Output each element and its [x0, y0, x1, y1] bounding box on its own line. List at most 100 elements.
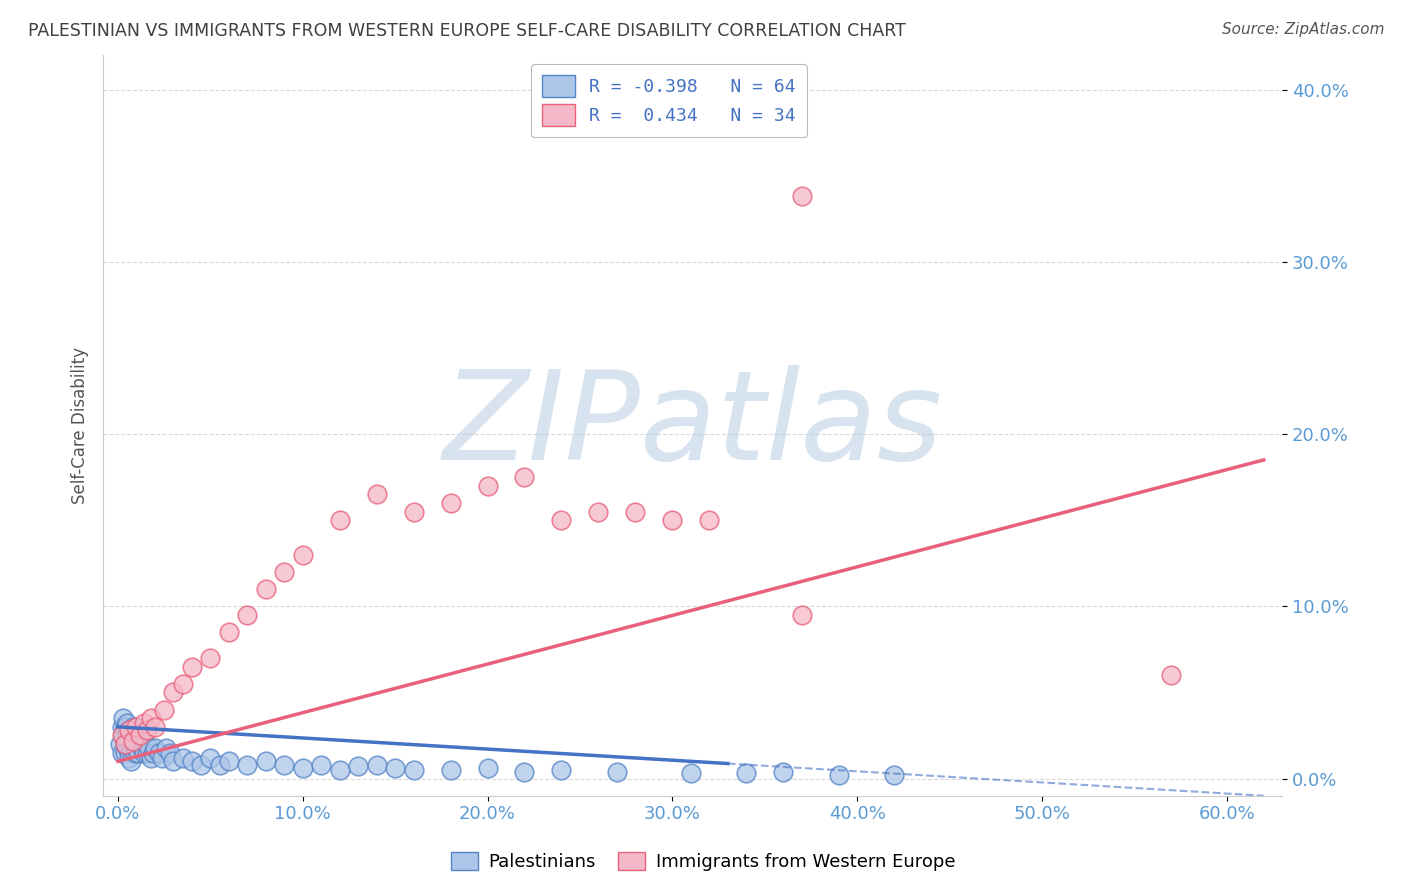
Point — [136, 723, 159, 738]
Point — [550, 513, 572, 527]
Point — [172, 677, 194, 691]
Point — [120, 754, 142, 768]
Point — [120, 729, 142, 743]
Point — [115, 740, 138, 755]
Point — [162, 685, 184, 699]
Point — [112, 729, 135, 743]
Point — [121, 737, 143, 751]
Point — [114, 737, 136, 751]
Point — [125, 720, 148, 734]
Point — [114, 737, 136, 751]
Point — [120, 740, 142, 755]
Point — [129, 729, 152, 743]
Point — [148, 746, 170, 760]
Point — [513, 470, 536, 484]
Point — [110, 729, 132, 743]
Point — [141, 751, 163, 765]
Point — [132, 746, 155, 760]
Point — [827, 768, 849, 782]
Point — [172, 751, 194, 765]
Point — [606, 764, 628, 779]
Point — [114, 720, 136, 734]
Point — [118, 723, 141, 738]
Point — [124, 729, 146, 743]
Point — [254, 582, 277, 596]
Point — [790, 607, 813, 622]
Point — [329, 513, 352, 527]
Point — [131, 740, 153, 755]
Point — [291, 548, 314, 562]
Point — [273, 757, 295, 772]
Text: Source: ZipAtlas.com: Source: ZipAtlas.com — [1222, 22, 1385, 37]
Point — [588, 505, 610, 519]
Point — [159, 746, 181, 760]
Point — [118, 751, 141, 765]
Point — [200, 651, 222, 665]
Point — [236, 757, 259, 772]
Point — [127, 746, 149, 760]
Point — [135, 737, 157, 751]
Point — [439, 763, 461, 777]
Point — [329, 763, 352, 777]
Point — [110, 720, 132, 734]
Point — [115, 729, 138, 743]
Point — [124, 746, 146, 760]
Point — [132, 716, 155, 731]
Point — [129, 737, 152, 751]
Point — [155, 740, 177, 755]
Point — [208, 757, 231, 772]
Point — [291, 761, 314, 775]
Point — [118, 723, 141, 738]
Point — [697, 513, 720, 527]
Point — [125, 733, 148, 747]
Point — [1160, 668, 1182, 682]
Point — [150, 751, 173, 765]
Point — [143, 740, 166, 755]
Point — [112, 711, 135, 725]
Point — [142, 746, 165, 760]
Point — [477, 761, 499, 775]
Point — [162, 754, 184, 768]
Point — [550, 763, 572, 777]
Point — [366, 757, 388, 772]
Point — [121, 733, 143, 747]
Point — [309, 757, 332, 772]
Point — [218, 754, 240, 768]
Point — [513, 764, 536, 779]
Point — [384, 761, 406, 775]
Point — [143, 720, 166, 734]
Point — [110, 746, 132, 760]
Point — [180, 754, 202, 768]
Point — [115, 716, 138, 731]
Legend: Palestinians, Immigrants from Western Europe: Palestinians, Immigrants from Western Eu… — [443, 845, 963, 879]
Text: ZIPatlas: ZIPatlas — [443, 365, 942, 486]
Point — [118, 733, 141, 747]
Point — [121, 720, 143, 734]
Point — [141, 711, 163, 725]
Point — [661, 513, 683, 527]
Point — [679, 766, 702, 780]
Point — [402, 505, 425, 519]
Point — [138, 740, 160, 755]
Point — [439, 496, 461, 510]
Point — [125, 740, 148, 755]
Text: PALESTINIAN VS IMMIGRANTS FROM WESTERN EUROPE SELF-CARE DISABILITY CORRELATION C: PALESTINIAN VS IMMIGRANTS FROM WESTERN E… — [28, 22, 905, 40]
Point — [273, 565, 295, 579]
Point — [136, 746, 159, 760]
Point — [200, 751, 222, 765]
Point — [347, 759, 370, 773]
Point — [108, 737, 131, 751]
Point — [883, 768, 905, 782]
Point — [180, 659, 202, 673]
Point — [477, 479, 499, 493]
Point — [366, 487, 388, 501]
Point — [254, 754, 277, 768]
Point — [790, 189, 813, 203]
Point — [153, 703, 176, 717]
Point — [190, 757, 212, 772]
Legend: R = -0.398   N = 64, R =  0.434   N = 34: R = -0.398 N = 64, R = 0.434 N = 34 — [531, 64, 807, 137]
Point — [236, 607, 259, 622]
Point — [114, 746, 136, 760]
Point — [218, 625, 240, 640]
Point — [772, 764, 794, 779]
